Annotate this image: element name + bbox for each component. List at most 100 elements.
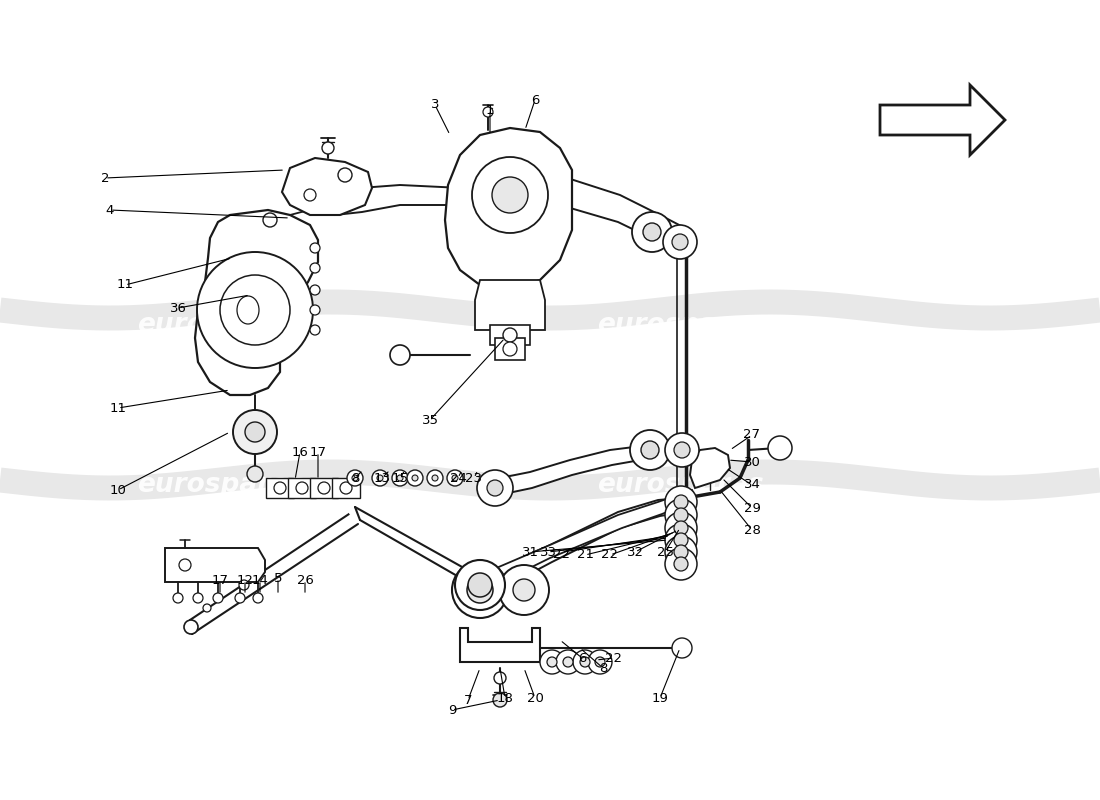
Circle shape bbox=[173, 593, 183, 603]
Circle shape bbox=[580, 657, 590, 667]
Circle shape bbox=[672, 638, 692, 658]
Circle shape bbox=[588, 650, 612, 674]
Circle shape bbox=[547, 657, 557, 667]
Text: 35: 35 bbox=[421, 414, 439, 426]
Circle shape bbox=[197, 252, 314, 368]
Polygon shape bbox=[288, 478, 316, 498]
Text: 18: 18 bbox=[496, 691, 514, 705]
Circle shape bbox=[674, 557, 688, 571]
Circle shape bbox=[179, 559, 191, 571]
Text: 29: 29 bbox=[744, 502, 760, 514]
Text: 10: 10 bbox=[110, 483, 126, 497]
Circle shape bbox=[666, 499, 697, 531]
Text: 32: 32 bbox=[627, 546, 644, 558]
Text: 7: 7 bbox=[464, 694, 472, 706]
Circle shape bbox=[239, 580, 249, 590]
Polygon shape bbox=[490, 325, 530, 345]
Ellipse shape bbox=[236, 296, 258, 324]
Text: 22: 22 bbox=[553, 549, 571, 562]
Circle shape bbox=[487, 480, 503, 496]
Circle shape bbox=[322, 142, 334, 154]
Circle shape bbox=[397, 475, 403, 481]
Text: 36: 36 bbox=[169, 302, 186, 314]
Circle shape bbox=[768, 436, 792, 460]
Circle shape bbox=[310, 305, 320, 315]
Polygon shape bbox=[880, 85, 1005, 155]
Text: 12: 12 bbox=[236, 574, 253, 586]
Circle shape bbox=[233, 410, 277, 454]
Circle shape bbox=[663, 225, 697, 259]
Text: 4: 4 bbox=[106, 203, 114, 217]
Text: 22: 22 bbox=[605, 651, 623, 665]
Circle shape bbox=[204, 604, 211, 612]
Text: 5: 5 bbox=[274, 571, 283, 585]
Circle shape bbox=[477, 470, 513, 506]
Circle shape bbox=[674, 442, 690, 458]
Text: 3: 3 bbox=[431, 98, 439, 111]
Polygon shape bbox=[548, 175, 690, 248]
Circle shape bbox=[184, 620, 198, 634]
Circle shape bbox=[595, 657, 605, 667]
Circle shape bbox=[503, 342, 517, 356]
Circle shape bbox=[644, 223, 661, 241]
Polygon shape bbox=[165, 548, 265, 582]
Circle shape bbox=[513, 579, 535, 601]
Polygon shape bbox=[332, 478, 360, 498]
Circle shape bbox=[213, 593, 223, 603]
Circle shape bbox=[235, 593, 245, 603]
Circle shape bbox=[493, 693, 507, 707]
Circle shape bbox=[556, 650, 580, 674]
Circle shape bbox=[674, 533, 688, 547]
Polygon shape bbox=[460, 628, 540, 662]
Text: 8: 8 bbox=[351, 471, 360, 485]
Circle shape bbox=[666, 548, 697, 580]
Polygon shape bbox=[446, 128, 572, 290]
Circle shape bbox=[499, 565, 549, 615]
Polygon shape bbox=[266, 478, 294, 498]
Circle shape bbox=[672, 234, 688, 250]
Circle shape bbox=[674, 495, 688, 509]
Circle shape bbox=[472, 157, 548, 233]
Text: 6: 6 bbox=[578, 651, 586, 665]
Circle shape bbox=[674, 521, 688, 535]
Circle shape bbox=[392, 470, 408, 486]
Circle shape bbox=[192, 593, 204, 603]
Circle shape bbox=[455, 560, 505, 610]
Circle shape bbox=[674, 508, 688, 522]
Circle shape bbox=[674, 545, 688, 559]
Text: 21: 21 bbox=[576, 549, 594, 562]
Circle shape bbox=[494, 672, 506, 684]
Circle shape bbox=[310, 285, 320, 295]
Circle shape bbox=[407, 470, 424, 486]
Circle shape bbox=[427, 470, 443, 486]
Circle shape bbox=[304, 189, 316, 201]
Text: 16: 16 bbox=[292, 446, 308, 458]
Circle shape bbox=[666, 536, 697, 568]
Text: 33: 33 bbox=[539, 546, 557, 558]
Text: 28: 28 bbox=[744, 523, 760, 537]
Circle shape bbox=[432, 475, 438, 481]
Circle shape bbox=[412, 475, 418, 481]
Text: 22: 22 bbox=[602, 549, 618, 562]
Text: 17: 17 bbox=[309, 446, 327, 458]
Text: 6: 6 bbox=[531, 94, 539, 106]
Circle shape bbox=[338, 168, 352, 182]
Circle shape bbox=[372, 470, 388, 486]
Circle shape bbox=[483, 107, 493, 117]
Polygon shape bbox=[478, 498, 685, 596]
Text: 26: 26 bbox=[297, 574, 313, 586]
Circle shape bbox=[666, 524, 697, 556]
Circle shape bbox=[245, 422, 265, 442]
Circle shape bbox=[340, 482, 352, 494]
Text: 15: 15 bbox=[392, 471, 408, 485]
Circle shape bbox=[377, 475, 383, 481]
Circle shape bbox=[666, 433, 698, 467]
Text: 34: 34 bbox=[744, 478, 760, 491]
Circle shape bbox=[666, 512, 697, 544]
Circle shape bbox=[563, 657, 573, 667]
Circle shape bbox=[503, 328, 517, 342]
Circle shape bbox=[390, 345, 410, 365]
Text: eurospares: eurospares bbox=[136, 472, 304, 498]
Text: 27: 27 bbox=[744, 429, 760, 442]
Circle shape bbox=[310, 325, 320, 335]
